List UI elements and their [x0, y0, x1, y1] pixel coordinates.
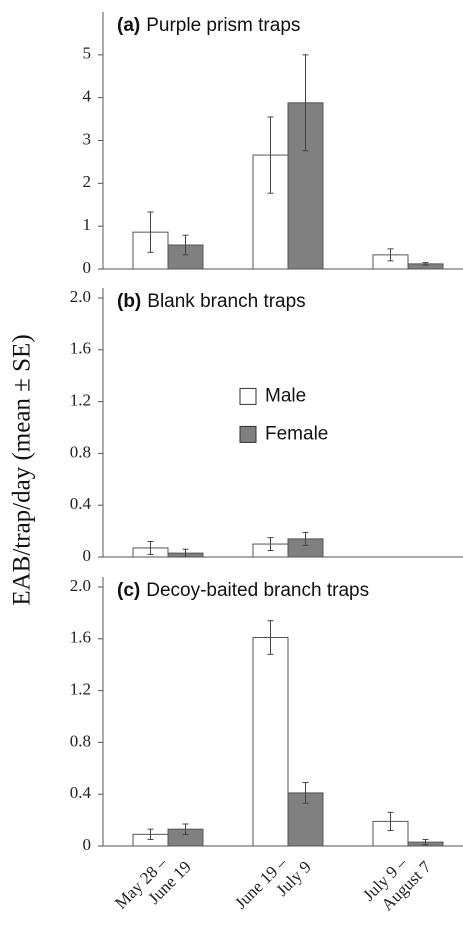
- panel-title: (a) Purple prism traps: [117, 15, 300, 36]
- error-bar: [182, 823, 189, 835]
- y-tick-label: 1.6: [70, 339, 91, 358]
- y-tick-label: 3: [83, 129, 92, 148]
- error-bar: [267, 620, 274, 655]
- panel-label: (b): [117, 291, 141, 312]
- panel-label: (c): [117, 580, 140, 601]
- y-tick-label: 1: [83, 215, 92, 234]
- y-tick-label: 0.4: [70, 494, 92, 513]
- y-tick-label: 1.6: [70, 628, 91, 647]
- y-tick-label: 1.2: [70, 391, 91, 410]
- error-bar: [182, 548, 189, 558]
- legend-swatch: [239, 425, 257, 443]
- error-bar: [267, 116, 274, 194]
- error-bar: [387, 248, 394, 262]
- y-tick-label: 0.4: [70, 783, 92, 802]
- y-tick-label: 0: [83, 835, 92, 854]
- error-bar: [147, 828, 154, 841]
- y-tick-label: 2.0: [70, 287, 91, 306]
- y-tick-label: 0.8: [70, 731, 91, 750]
- y-tick-label: 0.8: [70, 442, 91, 461]
- legend-label: Female: [265, 423, 328, 444]
- y-tick-label: 0: [83, 546, 92, 565]
- panel-label: (a): [117, 15, 140, 36]
- x-tick-label: July 9 – August 7: [359, 843, 435, 919]
- panel-title: (c) Decoy-baited branch traps: [117, 580, 369, 601]
- y-tick-label: 4: [83, 87, 92, 106]
- error-bar: [302, 531, 309, 546]
- error-bar: [302, 54, 309, 152]
- error-bar: [422, 262, 429, 266]
- error-bar: [147, 211, 154, 253]
- error-bar: [267, 537, 274, 552]
- y-tick-label: 1.2: [70, 680, 91, 699]
- error-bar: [182, 234, 189, 256]
- error-bar: [387, 811, 394, 831]
- error-bar: [147, 540, 154, 555]
- y-tick-label: 2: [83, 172, 92, 191]
- x-tick-label: June 19 – July 9: [231, 843, 315, 927]
- legend-label: Male: [265, 385, 306, 406]
- legend-swatch: [239, 387, 257, 405]
- y-tick-label: 2.0: [70, 576, 91, 595]
- y-axis-label: EAB/trap/day (mean ± SE): [9, 334, 36, 605]
- panel-title-text: Decoy-baited branch traps: [146, 580, 369, 601]
- y-tick-label: 5: [83, 44, 92, 63]
- bar: [252, 637, 289, 847]
- error-bar: [302, 782, 309, 804]
- x-tick-label: May 28 – June 19: [111, 843, 195, 927]
- panel-title-text: Purple prism traps: [146, 15, 300, 36]
- bar: [287, 102, 324, 270]
- panel-title-text: Blank branch traps: [147, 291, 305, 312]
- panel-title: (b) Blank branch traps: [117, 291, 306, 312]
- y-tick-label: 0: [83, 258, 92, 277]
- error-bar: [422, 839, 429, 846]
